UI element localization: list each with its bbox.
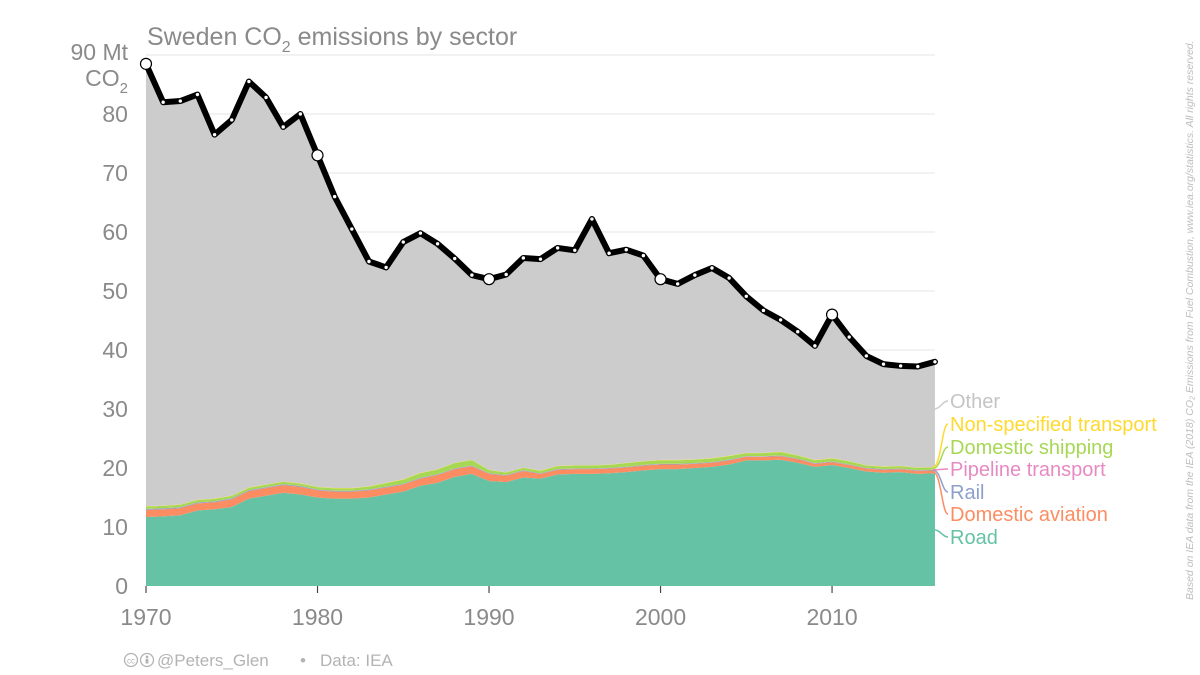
data-point-1982	[350, 227, 354, 231]
y-tick-label-20: 20	[102, 455, 128, 481]
data-point-2009	[813, 344, 817, 348]
data-point-1987	[435, 242, 440, 246]
svg-text:cc: cc	[127, 657, 135, 666]
data-point-1973	[195, 92, 200, 97]
data-point-1978	[281, 125, 285, 129]
legend-label-non-specified-transport: Non-specified transport	[950, 414, 1157, 436]
data-point-1993	[538, 257, 543, 261]
stacked-areas	[146, 63, 935, 586]
cc-license-icon: cc	[123, 652, 139, 668]
data-point-1985	[401, 240, 405, 244]
legend-label-domestic-shipping: Domestic shipping	[950, 437, 1113, 459]
data-point-2013	[881, 362, 886, 366]
data-point-1995	[573, 248, 577, 252]
y-tick-label-10: 10	[102, 514, 128, 540]
data-point-2001	[675, 282, 680, 286]
legend-connector-pipeline-transport	[932, 468, 949, 471]
chart-title: Sweden CO2 emissions by sector	[147, 23, 517, 56]
x-tick-label-1980: 1980	[292, 604, 343, 630]
data-point-1975	[230, 118, 234, 122]
legend-label-domestic-aviation: Domestic aviation	[950, 504, 1108, 526]
y-tick-label-60: 60	[102, 219, 128, 245]
y-tick-label-70: 70	[102, 160, 128, 186]
credit-data-source: Data: IEA	[320, 651, 393, 670]
data-point-1986	[418, 231, 423, 235]
data-point-1972	[178, 99, 183, 103]
credit-handle: @Peters_Glen	[157, 651, 269, 670]
total-line-group	[139, 57, 937, 369]
data-point-2015	[916, 364, 920, 369]
legend-connector-road	[932, 528, 949, 538]
legend-connector-domestic-shipping	[932, 446, 949, 470]
data-point-2003	[710, 266, 714, 270]
legend-connector-non-specified-transport	[932, 423, 949, 468]
data-point-1992	[521, 256, 526, 260]
data-point-2004	[727, 276, 731, 280]
y-unit-label-line1: 90 Mt	[70, 39, 128, 65]
x-tick-label-1990: 1990	[463, 604, 514, 630]
data-point-1976	[247, 79, 251, 84]
highlight-point-1990	[482, 273, 496, 286]
data-point-1979	[298, 112, 303, 116]
highlight-point-2000	[654, 273, 667, 286]
data-point-2011	[847, 335, 851, 339]
data-point-1997	[607, 251, 611, 255]
highlight-point-2010	[825, 308, 839, 321]
data-point-1998	[624, 248, 628, 252]
y-unit-label-line2: CO2	[85, 65, 128, 97]
legend-label-road: Road	[950, 527, 998, 549]
y-tick-label-30: 30	[102, 396, 128, 422]
data-point-1994	[555, 246, 560, 250]
area-other	[146, 63, 935, 507]
data-point-1974	[212, 132, 217, 137]
highlight-point-1970	[139, 57, 153, 70]
data-point-1984	[384, 265, 388, 270]
by-attribution-icon	[139, 652, 155, 668]
data-point-2006	[761, 308, 766, 313]
highlight-point-1980	[311, 149, 324, 162]
data-point-1991	[504, 272, 508, 277]
data-point-2012	[864, 354, 869, 358]
credit-separator: •	[300, 651, 306, 670]
data-point-2007	[778, 318, 783, 322]
y-tick-label-50: 50	[102, 278, 128, 304]
y-tick-label-80: 80	[102, 101, 128, 127]
data-point-1989	[470, 273, 474, 277]
legend-connector-domestic-aviation	[932, 471, 949, 515]
source-attribution: Based on IEA data from the IEA (2018) CO…	[1184, 40, 1196, 600]
legend-label-pipeline-transport: Pipeline transport	[950, 459, 1106, 481]
y-tick-label-0: 0	[115, 573, 128, 599]
y-tick-label-40: 40	[102, 337, 128, 363]
credit-line: cc @Peters_Glen • Data: IEA	[123, 651, 393, 670]
area-road	[146, 459, 935, 586]
data-point-1983	[367, 259, 371, 264]
legend-connector-other	[932, 400, 949, 410]
x-tick-label-1970: 1970	[120, 604, 171, 630]
data-point-2008	[796, 330, 800, 334]
y-axis-ticks: 0 10 20 30 40 50 60 70 80	[102, 101, 128, 599]
legend-connector-rail	[932, 469, 949, 493]
data-point-1981	[332, 194, 337, 199]
x-tick-label-2000: 2000	[635, 604, 686, 630]
data-point-1996	[590, 217, 594, 221]
data-point-2014	[898, 364, 903, 368]
x-tick-label-2010: 2010	[806, 604, 857, 630]
data-point-1988	[453, 256, 457, 261]
data-point-2002	[693, 273, 697, 277]
data-point-1977	[264, 95, 268, 100]
data-point-2016	[933, 360, 937, 364]
data-point-2005	[744, 294, 748, 299]
data-point-1971	[161, 100, 165, 104]
legend-label-other: Other	[950, 391, 1000, 413]
data-point-1999	[641, 253, 646, 258]
legend-label-rail: Rail	[950, 482, 984, 504]
x-axis-ticks: 1970 1980 1990 2000 2010	[120, 586, 858, 630]
